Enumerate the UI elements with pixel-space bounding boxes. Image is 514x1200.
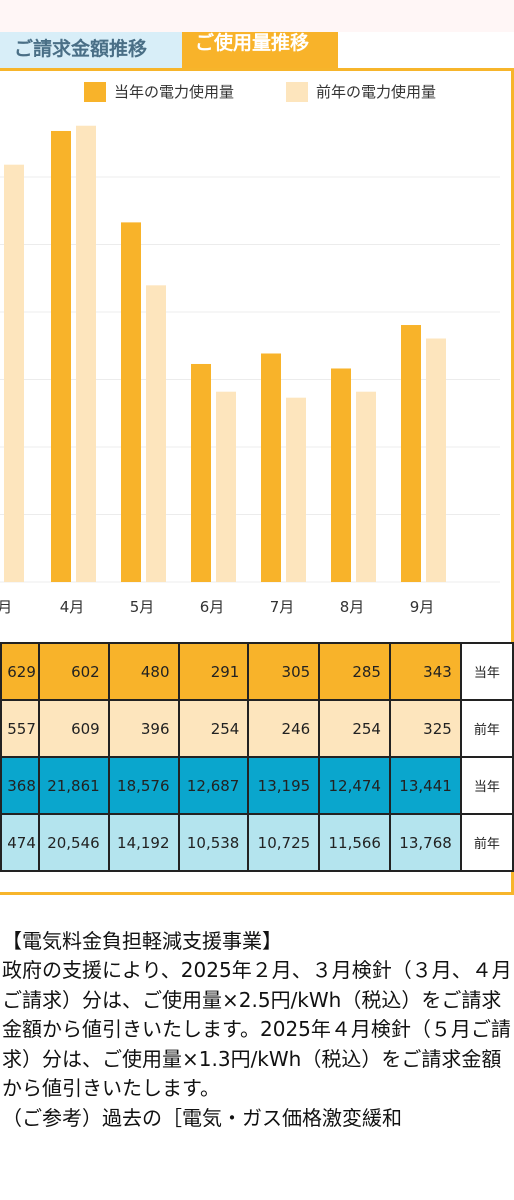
table-cell: 343 — [388, 642, 462, 701]
x-tick-label: 8月 — [340, 598, 365, 616]
table-row: 368 21,861 18,576 12,687 13,195 12,474 13,441 当… — [0, 756, 514, 815]
table-cell: 480 — [107, 642, 180, 701]
table-cell: 14,192 — [107, 813, 180, 872]
table-cell: 254 — [177, 699, 250, 758]
table-cell: 18,576 — [107, 756, 180, 815]
table-row: 474 20,546 14,192 10,538 10,725 11,566 13,768 前… — [0, 813, 514, 872]
bar-current-3[interactable] — [121, 222, 141, 582]
usage-bar-chart: 3月 4月 5月 6月 7月 8月 9月 — [0, 125, 500, 616]
chart-legend: 当年の電力使用量 前年の電力使用量 — [0, 80, 514, 104]
x-tick-label: 6月 — [200, 598, 225, 616]
legend-swatch-previous — [286, 82, 308, 102]
table-cell: 396 — [107, 699, 180, 758]
bar-current-6[interactable] — [331, 368, 351, 582]
x-tick-label: 3月 — [0, 598, 12, 616]
table-cell: 21,861 — [37, 756, 110, 815]
subsidy-notice: 【電気料金負担軽減支援事業】政府の支援により、2025年２月、３月検針（３月、４… — [0, 897, 514, 1133]
top-strip — [0, 0, 514, 32]
bottom-fade — [0, 1132, 514, 1200]
table-cell: 13,768 — [388, 813, 462, 872]
notice-title: 【電気料金負担軽減支援事業】 — [2, 928, 282, 953]
usage-data-table: 629 602 480 291 305 285 343 当年 557 609 396 254 246 25… — [0, 642, 514, 872]
bar-previous-3[interactable] — [146, 285, 166, 582]
bar-current-2[interactable] — [51, 130, 71, 582]
table-cell: 325 — [388, 699, 462, 758]
bar-previous-6[interactable] — [356, 391, 376, 582]
bar-previous-2[interactable] — [76, 125, 96, 582]
legend-label-current: 当年の電力使用量 — [114, 83, 235, 101]
tab-usage-history[interactable]: ご使用量推移 — [182, 32, 338, 68]
table-cell: 246 — [247, 699, 321, 758]
x-tick-label: 5月 — [130, 598, 155, 616]
table-cell: 629 — [0, 642, 40, 701]
table-cell: 291 — [177, 642, 250, 701]
table-cell: 11,566 — [318, 813, 391, 872]
x-tick-label: 9月 — [410, 598, 435, 616]
x-tick-label: 7月 — [270, 598, 295, 616]
table-row: 557 609 396 254 246 254 325 前年 — [0, 699, 514, 758]
table-cell: 609 — [37, 699, 110, 758]
table-cell: 20,546 — [37, 813, 110, 872]
bar-current-4[interactable] — [191, 363, 211, 582]
table-cell: 474 — [0, 813, 40, 872]
tab-bill-history[interactable]: ご請求金額推移 — [0, 32, 182, 68]
table-cell: 285 — [318, 642, 391, 701]
bar-previous-5[interactable] — [286, 397, 306, 582]
table-cell: 10,725 — [247, 813, 321, 872]
bar-previous-7[interactable] — [426, 338, 446, 582]
table-cell: 254 — [318, 699, 391, 758]
table-cell: 602 — [37, 642, 110, 701]
table-cell: 557 — [0, 699, 40, 758]
row-label: 当年 — [459, 642, 514, 701]
table-row: 629 602 480 291 305 285 343 当年 — [0, 642, 514, 701]
row-label: 前年 — [459, 813, 514, 872]
notice-body: 政府の支援により、2025年２月、３月検針（３月、４月ご請求）分は、ご使用量×2… — [2, 958, 512, 1130]
bar-previous-1[interactable] — [4, 164, 24, 582]
bar-current-7[interactable] — [401, 325, 421, 582]
bar-current-5[interactable] — [261, 353, 281, 582]
table-cell: 368 — [0, 756, 40, 815]
table-cell: 13,195 — [247, 756, 321, 815]
legend-swatch-current — [84, 82, 106, 102]
table-cell: 13,441 — [388, 756, 462, 815]
table-cell: 12,474 — [318, 756, 391, 815]
table-cell: 305 — [247, 642, 321, 701]
x-tick-label: 4月 — [60, 598, 85, 616]
table-cell: 12,687 — [177, 756, 250, 815]
bar-previous-4[interactable] — [216, 391, 236, 582]
row-label: 当年 — [459, 756, 514, 815]
table-cell: 10,538 — [177, 813, 250, 872]
row-label: 前年 — [459, 699, 514, 758]
legend-label-previous: 前年の電力使用量 — [316, 83, 437, 101]
